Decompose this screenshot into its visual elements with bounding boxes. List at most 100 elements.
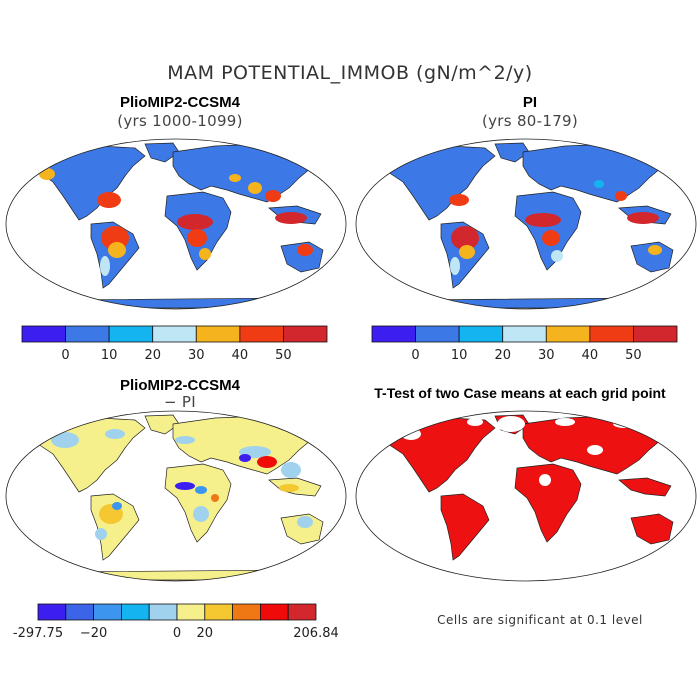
- field-patch: [627, 212, 659, 224]
- colorbar-tick-label: 40: [582, 348, 599, 363]
- panel2-title: PI: [522, 94, 538, 111]
- field-patch: [297, 516, 313, 528]
- colorbar-tick-label: -297.75: [13, 626, 63, 641]
- significance-note: Cells are significant at 0.1 level: [437, 613, 643, 627]
- colorbar-swatch: [458, 325, 504, 343]
- colorbar-swatch: [283, 325, 328, 343]
- colorbar-difference: -297.75 −20 0 20 206.84: [13, 603, 339, 641]
- colorbar-absolute-2: 0 10 20 30 40 50: [371, 325, 678, 363]
- colorbar-tick-label: 20: [494, 348, 511, 363]
- field-patch: [229, 174, 241, 182]
- continent-antarctica: [406, 297, 646, 309]
- field-patch: [551, 250, 563, 262]
- field-patch: [193, 506, 209, 522]
- field-patch: [648, 245, 662, 255]
- field-patch: [187, 229, 207, 247]
- map-border: [355, 410, 697, 582]
- panel3-subtitle: − PI: [163, 393, 196, 411]
- field-patch: [100, 256, 110, 276]
- map-border: [5, 138, 347, 310]
- colorbar-swatch: [633, 325, 678, 343]
- colorbar-swatch: [232, 603, 261, 621]
- continent-greenland: [144, 414, 180, 435]
- map-panel-pliomip2: [5, 138, 347, 310]
- field-patch: [297, 244, 313, 256]
- panel1-title: PlioMIP2-CCSM4: [119, 94, 240, 111]
- colorbar-tick-label: 50: [625, 348, 642, 363]
- panel4-title: T-Test of two Case means at each grid po…: [374, 385, 666, 401]
- colorbar-swatch: [121, 603, 150, 621]
- colorbar-swatch: [239, 325, 284, 343]
- colorbar-swatch: [371, 325, 416, 343]
- map-panel-pi: [355, 138, 697, 310]
- colorbar-tick-label: 20: [197, 626, 214, 641]
- colorbar-swatch: [287, 603, 317, 621]
- colorbar-tick-label: 10: [101, 348, 118, 363]
- map-border: [355, 138, 697, 310]
- field-patch: [177, 214, 213, 230]
- field-patch: [39, 168, 55, 180]
- field-patch: [97, 192, 121, 208]
- map-panel-difference: [5, 410, 347, 582]
- panel1-subtitle: (yrs 1000-1099): [117, 112, 243, 130]
- continent-greenland: [494, 142, 530, 163]
- field-patch: [539, 474, 551, 486]
- colorbar-absolute-1: 0 10 20 30 40 50: [21, 325, 328, 363]
- colorbar-swatch: [93, 603, 122, 621]
- panel2-subtitle: (yrs 80-179): [481, 112, 579, 130]
- map-panel-ttest: [355, 410, 697, 582]
- continent-greenland: [144, 142, 180, 163]
- field-patch: [542, 230, 560, 246]
- continent-antarctica: [56, 297, 296, 309]
- colorbar-swatch: [545, 325, 591, 343]
- field-patch: [450, 257, 460, 275]
- figure-title: MAM POTENTIAL_IMMOB (gN/m^2/y): [167, 62, 533, 84]
- colorbar-tick-label: 10: [451, 348, 468, 363]
- continent-australia: [630, 241, 674, 273]
- field-patch: [211, 494, 219, 502]
- field-patch: [459, 245, 475, 259]
- field-patch: [275, 212, 307, 224]
- field-patch: [451, 226, 479, 250]
- colorbar-swatch: [148, 603, 178, 621]
- colorbar-tick-label: 20: [144, 348, 161, 363]
- field-patch: [239, 454, 251, 462]
- continent-southeast-asia: [618, 477, 672, 497]
- continent-africa: [514, 463, 582, 543]
- field-patch: [257, 456, 277, 468]
- map-border: [5, 410, 347, 582]
- colorbar-swatch: [204, 603, 234, 621]
- colorbar-tick-label: 206.84: [293, 626, 339, 641]
- field-patch: [525, 213, 561, 227]
- colorbar-swatch: [37, 603, 67, 621]
- field-patch: [51, 432, 79, 448]
- colorbar-tick-label: 30: [188, 348, 205, 363]
- field-patch: [467, 418, 483, 426]
- colorbar-tick-label: 30: [538, 348, 555, 363]
- field-patch: [175, 482, 195, 490]
- field-patch: [587, 445, 603, 455]
- colorbar-swatch: [502, 325, 547, 343]
- colorbar-swatch: [65, 603, 95, 621]
- colorbar-tick-label: 0: [61, 348, 69, 363]
- colorbar-swatch: [108, 325, 154, 343]
- continent-australia: [630, 513, 674, 545]
- field-patch: [95, 528, 107, 540]
- field-patch: [195, 486, 207, 494]
- field-patch: [555, 418, 575, 426]
- field-patch: [279, 484, 299, 492]
- colorbar-swatch: [259, 603, 289, 621]
- colorbar-swatch: [415, 325, 460, 343]
- colorbar-swatch: [195, 325, 241, 343]
- colorbar-swatch: [176, 603, 206, 621]
- panel3-title: PlioMIP2-CCSM4: [119, 377, 240, 394]
- colorbar-swatch: [65, 325, 110, 343]
- colorbar-tick-label: −20: [80, 626, 107, 641]
- continent-south-america: [440, 493, 490, 561]
- field-patch: [105, 429, 125, 439]
- field-patch: [108, 242, 126, 258]
- field-patch: [199, 248, 211, 260]
- field-patch: [615, 191, 627, 201]
- colorbar-tick-label: 40: [232, 348, 249, 363]
- field-patch: [265, 190, 281, 202]
